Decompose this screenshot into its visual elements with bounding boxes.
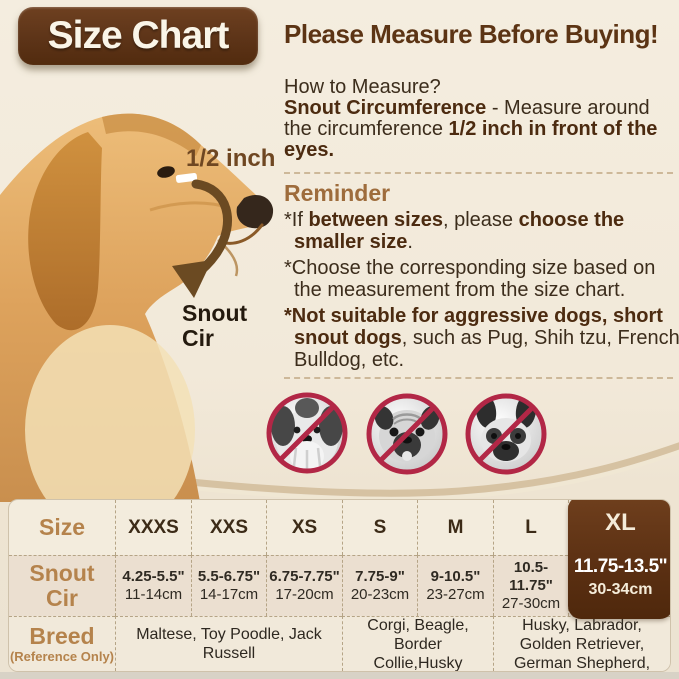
table-size-label: Size	[38, 514, 86, 540]
breed-cell-medium: Corgi, Beagle, Border Collie,Husky	[342, 616, 493, 671]
snout-cell: 4.25-5.5" 11-14cm	[115, 555, 191, 616]
snout-cell: 9-10.5" 23-27cm	[417, 555, 493, 616]
measure-paragraph: Snout Circumference - Measure around the…	[284, 97, 658, 161]
snout-cell: 5.5-6.75" 14-17cm	[191, 555, 266, 616]
measure-arrow-icon	[172, 179, 233, 298]
xl-highlight-column: XL 11.75-13.5" 30-34cm	[568, 500, 670, 619]
table-col-s: S	[342, 500, 417, 555]
how-to-heading: How to Measure?	[284, 76, 441, 98]
reminder-item: *Not suitable for aggressive dogs, short…	[284, 305, 679, 371]
xl-snout-inches: 11.75-13.5"	[573, 556, 668, 577]
dashed-divider-bottom	[284, 377, 673, 379]
xl-size-label: XL	[605, 509, 636, 536]
reminder-item: *If between sizes, please choose the sma…	[284, 209, 625, 253]
page-title: Size Chart	[47, 14, 230, 57]
snout-cell: 10.5-11.75" 27-30cm	[493, 555, 568, 616]
size-table: Size XXXS XXS XS S M L Snout Cir 4.25-5.…	[8, 499, 671, 672]
how-to-measure-section: How to Measure? Snout Circumference - Me…	[284, 77, 678, 161]
dog-photo	[0, 113, 274, 502]
snout-cell: 6.75-7.75" 17-20cm	[266, 555, 342, 616]
snout-cell: 7.75-9" 20-23cm	[342, 555, 417, 616]
table-col-l: L	[493, 500, 568, 555]
reminder-item: *Choose the corresponding size based on …	[284, 257, 656, 301]
breed-cell-large: Husky, Labrador, Golden Retriever, Germa…	[493, 616, 670, 671]
dashed-divider-top	[284, 172, 673, 174]
no-pug-icon	[366, 393, 448, 475]
xl-snout-cm: 30-34cm	[588, 581, 653, 598]
half-inch-label: 1/2 inch	[186, 145, 276, 172]
reminder-list: *If between sizes, please choose the sma…	[284, 209, 679, 375]
table-snout-label: Snout Cir	[9, 555, 115, 616]
snout-cir-label: Snout Cir	[182, 300, 248, 351]
no-shih-tzu-icon	[266, 392, 348, 474]
table-col-xxs: XXS	[191, 500, 266, 555]
bottom-strip	[0, 672, 679, 679]
table-breed-label: Breed (Reference Only)	[9, 616, 115, 671]
size-chart-title-badge: Size Chart	[18, 7, 258, 65]
table-col-xs: XS	[266, 500, 342, 555]
table-col-m: M	[417, 500, 493, 555]
table-col-xxxs: XXXS	[115, 500, 191, 555]
breed-cell-small: Maltese, Toy Poodle, Jack Russell	[115, 616, 342, 671]
reminder-heading: Reminder	[284, 180, 391, 206]
no-french-bulldog-icon	[465, 393, 547, 475]
headline: Please Measure Before Buying!	[284, 19, 659, 49]
